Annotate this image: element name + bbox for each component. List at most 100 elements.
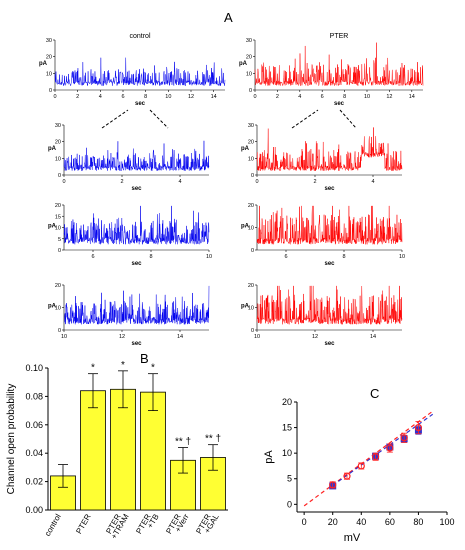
x-tick-label: 14 <box>370 334 376 340</box>
x-axis-label: mV <box>344 532 361 544</box>
y-tick-label: 10 <box>248 156 254 162</box>
trace-line <box>256 285 403 325</box>
data-point <box>357 462 365 470</box>
trace-line <box>63 285 210 325</box>
trace-line <box>63 140 210 172</box>
x-tick-label: 6 <box>321 94 324 100</box>
x-tick-label: 80 <box>413 517 423 527</box>
x-tick-label: 12 <box>312 334 318 340</box>
x-tick-label: 60 <box>385 517 395 527</box>
x-tick-label: 6 <box>284 254 287 260</box>
y-tick-label: 20 <box>248 140 254 146</box>
y-tick-label: 10 <box>248 226 254 232</box>
x-tick-label: 10 <box>399 254 405 260</box>
x-tick-label: 8 <box>342 254 345 260</box>
iv-curve-chart: 0 5 10 15 20 0 20 40 60 80 100 pA mV <box>263 397 455 544</box>
x-tick-label: 10 <box>206 254 212 260</box>
fit-line <box>303 410 434 507</box>
trace-panel-pter_z1: 0 10 20 30 0 2 4 pA sec <box>241 123 403 192</box>
x-tick-label: 8 <box>343 94 346 100</box>
significance-mark: * <box>121 360 125 371</box>
y-tick-label: 20 <box>46 55 52 61</box>
y-tick-label: 20 <box>248 203 254 209</box>
trace-line <box>256 127 403 172</box>
y-tick-label: 20 <box>55 140 61 146</box>
y-tick-label: 10 <box>55 226 61 232</box>
x-tick-label: 14 <box>409 94 415 100</box>
bar <box>140 391 166 511</box>
trace-line <box>254 42 424 87</box>
y-tick-label: 0 <box>251 248 254 254</box>
y-tick-label: 10 <box>55 156 61 162</box>
y-tick-label: 5 <box>58 237 61 243</box>
x-axis-label: sec <box>324 186 335 192</box>
x-tick-label: 2 <box>313 179 316 185</box>
x-axis-label: sec <box>324 341 335 347</box>
x-tick-label: 0 <box>62 179 65 185</box>
y-tick-label: 30 <box>248 123 254 129</box>
y-axis-label: pA <box>241 146 250 152</box>
data-point <box>329 481 337 489</box>
x-tick-label: 100 <box>439 517 454 527</box>
x-axis-label: sec <box>131 341 142 347</box>
data-point <box>400 434 408 442</box>
y-tick-label: 20 <box>246 55 252 61</box>
data-point <box>371 453 380 461</box>
x-tick-label: 0 <box>302 517 307 527</box>
y-axis-label: pA <box>48 146 57 152</box>
x-tick-label: 0 <box>53 94 56 100</box>
x-axis-label: sec <box>131 186 142 192</box>
y-axis-label: pA <box>39 61 48 67</box>
y-tick-label: 0.02 <box>25 477 43 487</box>
data-point <box>414 423 423 432</box>
y-tick-label: 10 <box>46 71 52 77</box>
x-tick-label: 8 <box>144 94 147 100</box>
data-point <box>386 444 394 452</box>
y-axis-label: Channel open probability <box>6 384 17 495</box>
significance-mark: ** † <box>205 434 221 445</box>
y-tick-label: 30 <box>246 38 252 44</box>
trace-title: control <box>129 33 150 40</box>
x-tick-label: 2 <box>120 179 123 185</box>
x-axis-label: sec <box>334 101 345 107</box>
y-tick-label: 10 <box>55 306 61 312</box>
zoom-indicator-pter <box>291 109 357 129</box>
significance-mark: * <box>151 363 155 374</box>
y-tick-label: 0.00 <box>25 505 43 515</box>
y-tick-label: 0.10 <box>25 363 43 373</box>
y-tick-label: 0 <box>49 88 52 94</box>
x-tick-label: 6 <box>121 94 124 100</box>
y-tick-label: 20 <box>55 283 61 289</box>
y-tick-label: 20 <box>55 203 61 209</box>
x-tick-label: 10 <box>165 94 171 100</box>
x-tick-label: 10 <box>61 334 67 340</box>
significance-mark: * <box>91 363 95 374</box>
y-axis-label: pA <box>241 304 250 310</box>
x-tick-label: 20 <box>328 517 338 527</box>
y-tick-label: 0 <box>58 328 61 334</box>
y-tick-label: 15 <box>282 423 292 433</box>
trace-line <box>256 205 403 245</box>
y-tick-label: 0.04 <box>25 448 43 458</box>
x-tick-label: 2 <box>76 94 79 100</box>
panel-label-c: C <box>370 386 379 401</box>
trace-title: PTER <box>330 33 349 40</box>
trace-line <box>54 57 226 87</box>
x-tick-label: 0 <box>253 94 256 100</box>
y-axis-label: pA <box>239 61 248 67</box>
y-tick-label: 20 <box>282 397 292 407</box>
y-tick-label: 0 <box>287 499 292 509</box>
x-tick-label: 4 <box>298 94 301 100</box>
x-axis-label: sec <box>135 101 146 107</box>
x-tick-label: 4 <box>178 179 181 185</box>
x-tick-label: 2 <box>276 94 279 100</box>
category-label: PTER <box>74 512 93 535</box>
y-tick-label: 0 <box>249 88 252 94</box>
y-tick-label: 0 <box>251 173 254 179</box>
x-tick-label: 12 <box>386 94 392 100</box>
y-tick-label: 10 <box>246 71 252 77</box>
